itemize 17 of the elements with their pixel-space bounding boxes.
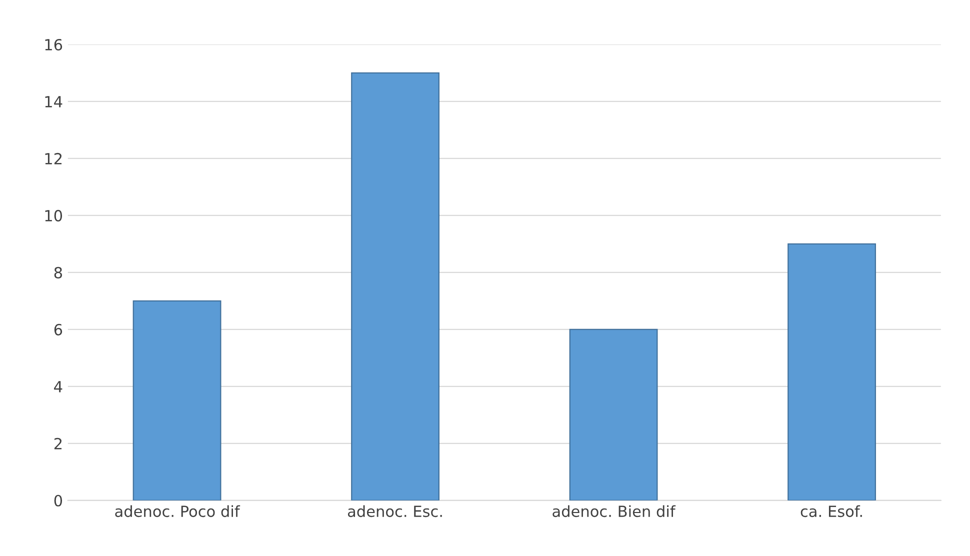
y-tick-label: 16 <box>45 38 62 50</box>
y-tick-label: 0 <box>54 494 62 506</box>
x-tick-label: adenoc. Bien dif <box>552 505 676 518</box>
bar <box>132 300 222 500</box>
x-tick-label: adenoc. Esc. <box>348 505 442 518</box>
y-tick-label: 8 <box>54 266 62 278</box>
y-tick-label: 2 <box>54 438 62 450</box>
bar <box>788 243 876 500</box>
y-tick-label: 14 <box>45 96 62 108</box>
y-tick-label: 12 <box>45 152 62 164</box>
x-tick-label: ca. Esof. <box>800 505 862 518</box>
y-tick-label: 4 <box>54 381 62 392</box>
bar <box>351 72 440 500</box>
bar <box>569 328 658 500</box>
y-tick-label: 10 <box>45 210 62 222</box>
x-tick-label: adenoc. Poco dif <box>115 505 240 518</box>
y-tick-label: 6 <box>54 324 62 336</box>
